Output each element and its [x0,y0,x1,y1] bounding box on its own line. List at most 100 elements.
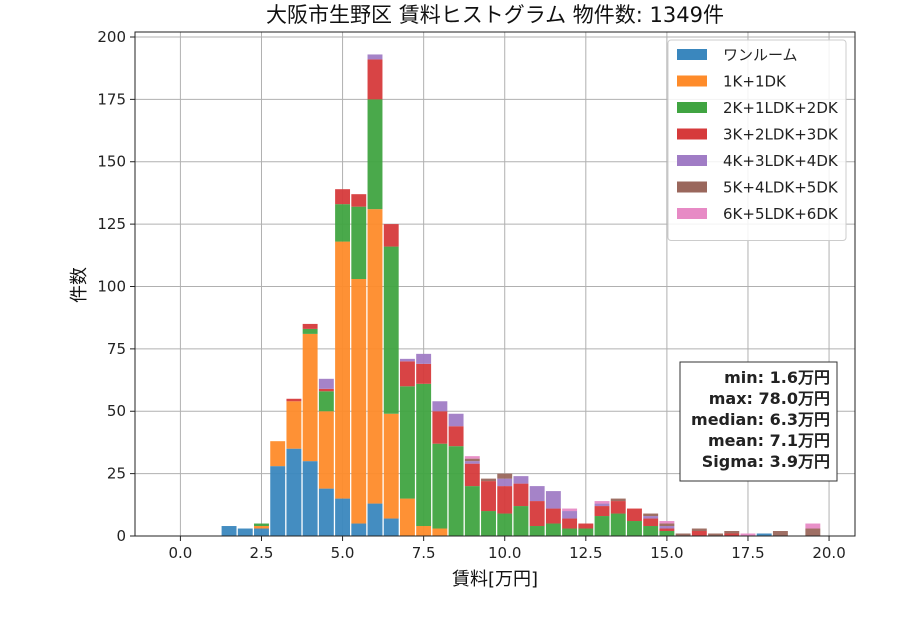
y-tick-label: 100 [97,277,126,295]
bar-segment [805,523,821,529]
legend-label: ワンルーム [723,46,798,64]
legend-swatch [677,181,707,193]
bar-segment [513,476,529,484]
bar-segment [724,531,740,534]
stats-line: Sigma: 3.9万円 [702,452,830,471]
bar-segment [464,458,480,462]
legend-label: 4K+3LDK+4DK [723,152,839,170]
bar-segment [724,533,740,536]
stats-line: max: 78.0万円 [709,389,830,408]
bar-segment [335,498,351,536]
bar-segment [578,523,594,529]
bar-segment [627,521,642,536]
bar-segment [562,508,578,512]
y-tick-label: 25 [107,465,126,483]
bar-segment [643,513,659,517]
bar-segment [464,456,480,459]
bar-segment [481,481,496,512]
bar-segment [399,498,415,536]
bar-segment [627,508,642,522]
bar-segment [254,526,269,529]
bar-segment [513,506,529,536]
bar-segment [610,498,626,502]
chart-title: 大阪市生野区 賃料ヒストグラム 物件数: 1349件 [266,3,724,27]
x-axis-label: 賃料[万円] [452,569,538,590]
bar-segment [270,466,286,536]
bar-segment [497,478,513,487]
bar-segment [481,478,496,482]
stats-box: min: 1.6万円 max: 78.0万円 median: 6.3万円 mean: … [679,361,838,482]
bar-segment [756,533,772,536]
bar-segment [302,333,318,462]
bar-segment [318,488,334,536]
legend-label: 5K+4LDK+5DK [723,179,839,197]
bar-segment [318,391,334,412]
bar-segment [221,526,237,536]
bar-segment [805,528,821,536]
bar-segment [448,446,464,536]
stats-line: mean: 7.1万円 [708,431,830,450]
bar-segment [399,386,415,499]
x-tick-label: 20.0 [812,544,845,562]
bar-segment [529,501,545,527]
bar-segment [383,413,399,519]
bar-segment [464,463,480,487]
bar-segment [643,516,659,519]
x-tick-label: 0.0 [168,544,192,562]
x-tick-label: 2.5 [250,544,274,562]
legend-label: 6K+5LDK+6DK [723,205,839,223]
bar-segment [594,501,610,504]
bar-segment [432,528,448,536]
bar-segment [432,411,448,444]
y-axis-ticks: 0 25 50 75 100 125 150 175 200 [97,28,135,545]
legend-swatch [677,128,707,140]
bar-segment [610,501,626,514]
stats-box-frame [679,361,838,482]
bar-segment [432,401,448,412]
bar-segment [497,473,513,479]
x-axis-ticks: 0.0 2.5 5.0 7.5 10.0 12.5 15.0 17.5 20.0 [168,536,846,562]
bar-segment [351,206,367,280]
bar-segment [464,461,480,464]
bar-segment [432,443,448,529]
bar-segment [416,353,432,364]
bar-segment [302,328,318,334]
bar-segment [497,486,513,514]
bar-segment [399,361,415,387]
bar-segment [351,279,367,524]
bar-segment [578,528,594,536]
x-tick-label: 5.0 [331,544,355,562]
bar-segment [691,528,707,532]
bar-segment [740,533,756,536]
bar-segment [659,521,675,524]
bar-segment [691,531,707,536]
x-tick-label: 10.0 [488,544,521,562]
bar-segment [302,461,318,536]
bar-segment [237,528,253,536]
bar-segment [481,511,496,536]
bar-segment [448,426,464,447]
bar-segment [318,388,334,392]
bar-segment [367,503,383,536]
bar-segment [643,526,659,536]
bar-segment [318,378,334,389]
bar-segment [335,204,351,242]
legend: ワンルーム 1K+1DK 2K+1LDK+2DK 3K+2LDK+3DK 4K+3LDK… [667,39,847,241]
bars [221,54,821,536]
bar-segment [497,513,513,536]
bar-segment [513,483,529,507]
bar-segment [545,508,561,524]
bar-segment [708,533,723,536]
bar-segment [367,99,383,210]
bar-segment [464,486,480,536]
x-tick-label: 12.5 [569,544,602,562]
bar-segment [399,358,415,362]
bar-segment [335,189,351,205]
bar-segment [367,209,383,504]
bar-segment [383,224,399,247]
bar-segment [610,513,626,536]
bar-segment [302,323,318,329]
legend-label: 3K+2LDK+3DK [723,126,839,144]
bar-segment [659,526,675,529]
